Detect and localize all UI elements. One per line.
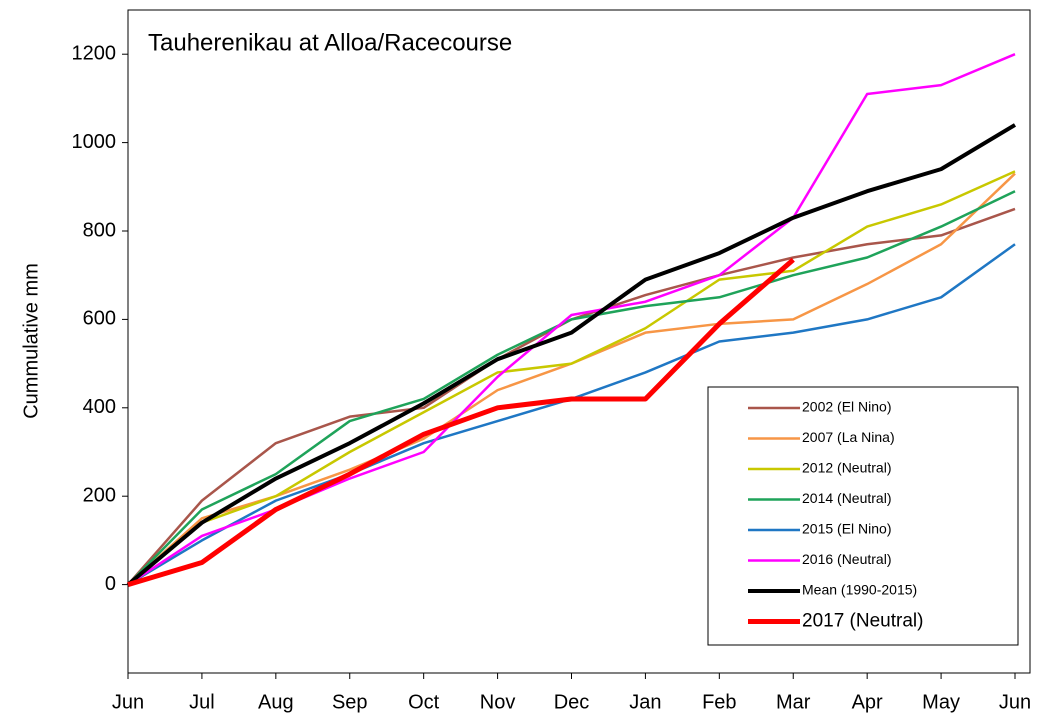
legend-label: 2016 (Neutral) bbox=[802, 551, 892, 567]
series-line bbox=[127, 257, 795, 587]
y-tick-label: 200 bbox=[83, 484, 116, 506]
chart-title: Tauherenikau at Alloa/Racecourse bbox=[148, 29, 512, 56]
y-tick-label: 800 bbox=[83, 219, 116, 241]
y-tick-label: 1000 bbox=[72, 131, 117, 153]
series-line bbox=[126, 123, 1017, 587]
legend-label: 2015 (El Nino) bbox=[802, 521, 892, 537]
x-tick-label: Jun bbox=[112, 691, 144, 713]
x-tick-label: Oct bbox=[408, 691, 440, 713]
x-tick-label: Jul bbox=[189, 691, 215, 713]
series-line bbox=[127, 190, 1016, 586]
y-tick-label: 1200 bbox=[72, 42, 117, 64]
legend-label: 2012 (Neutral) bbox=[802, 460, 892, 476]
x-tick-label: Jun bbox=[999, 691, 1031, 713]
y-tick-label: 0 bbox=[105, 573, 116, 595]
x-tick-label: Jan bbox=[629, 691, 661, 713]
x-tick-label: Feb bbox=[702, 691, 736, 713]
x-tick-label: Mar bbox=[776, 691, 811, 713]
legend-box bbox=[707, 386, 1019, 646]
legend-label: 2002 (El Nino) bbox=[802, 399, 892, 415]
x-tick-label: Sep bbox=[332, 691, 368, 713]
x-tick-label: Aug bbox=[258, 691, 294, 713]
x-tick-label: Nov bbox=[480, 691, 516, 713]
x-tick-label: Apr bbox=[852, 691, 883, 713]
legend-label: Mean (1990-2015) bbox=[802, 582, 917, 598]
plot-frame bbox=[127, 9, 1031, 674]
y-tick-label: 600 bbox=[83, 308, 116, 330]
legend-label: 2007 (La Nina) bbox=[802, 429, 895, 445]
y-tick-label: 400 bbox=[83, 396, 116, 418]
series-line bbox=[127, 170, 1016, 586]
x-tick-label: Dec bbox=[554, 691, 590, 713]
y-axis-label: Cummulative mm bbox=[20, 263, 42, 419]
legend-label: 2017 (Neutral) bbox=[802, 611, 923, 632]
legend-label: 2014 (Neutral) bbox=[802, 490, 892, 506]
x-tick-label: May bbox=[922, 691, 960, 713]
